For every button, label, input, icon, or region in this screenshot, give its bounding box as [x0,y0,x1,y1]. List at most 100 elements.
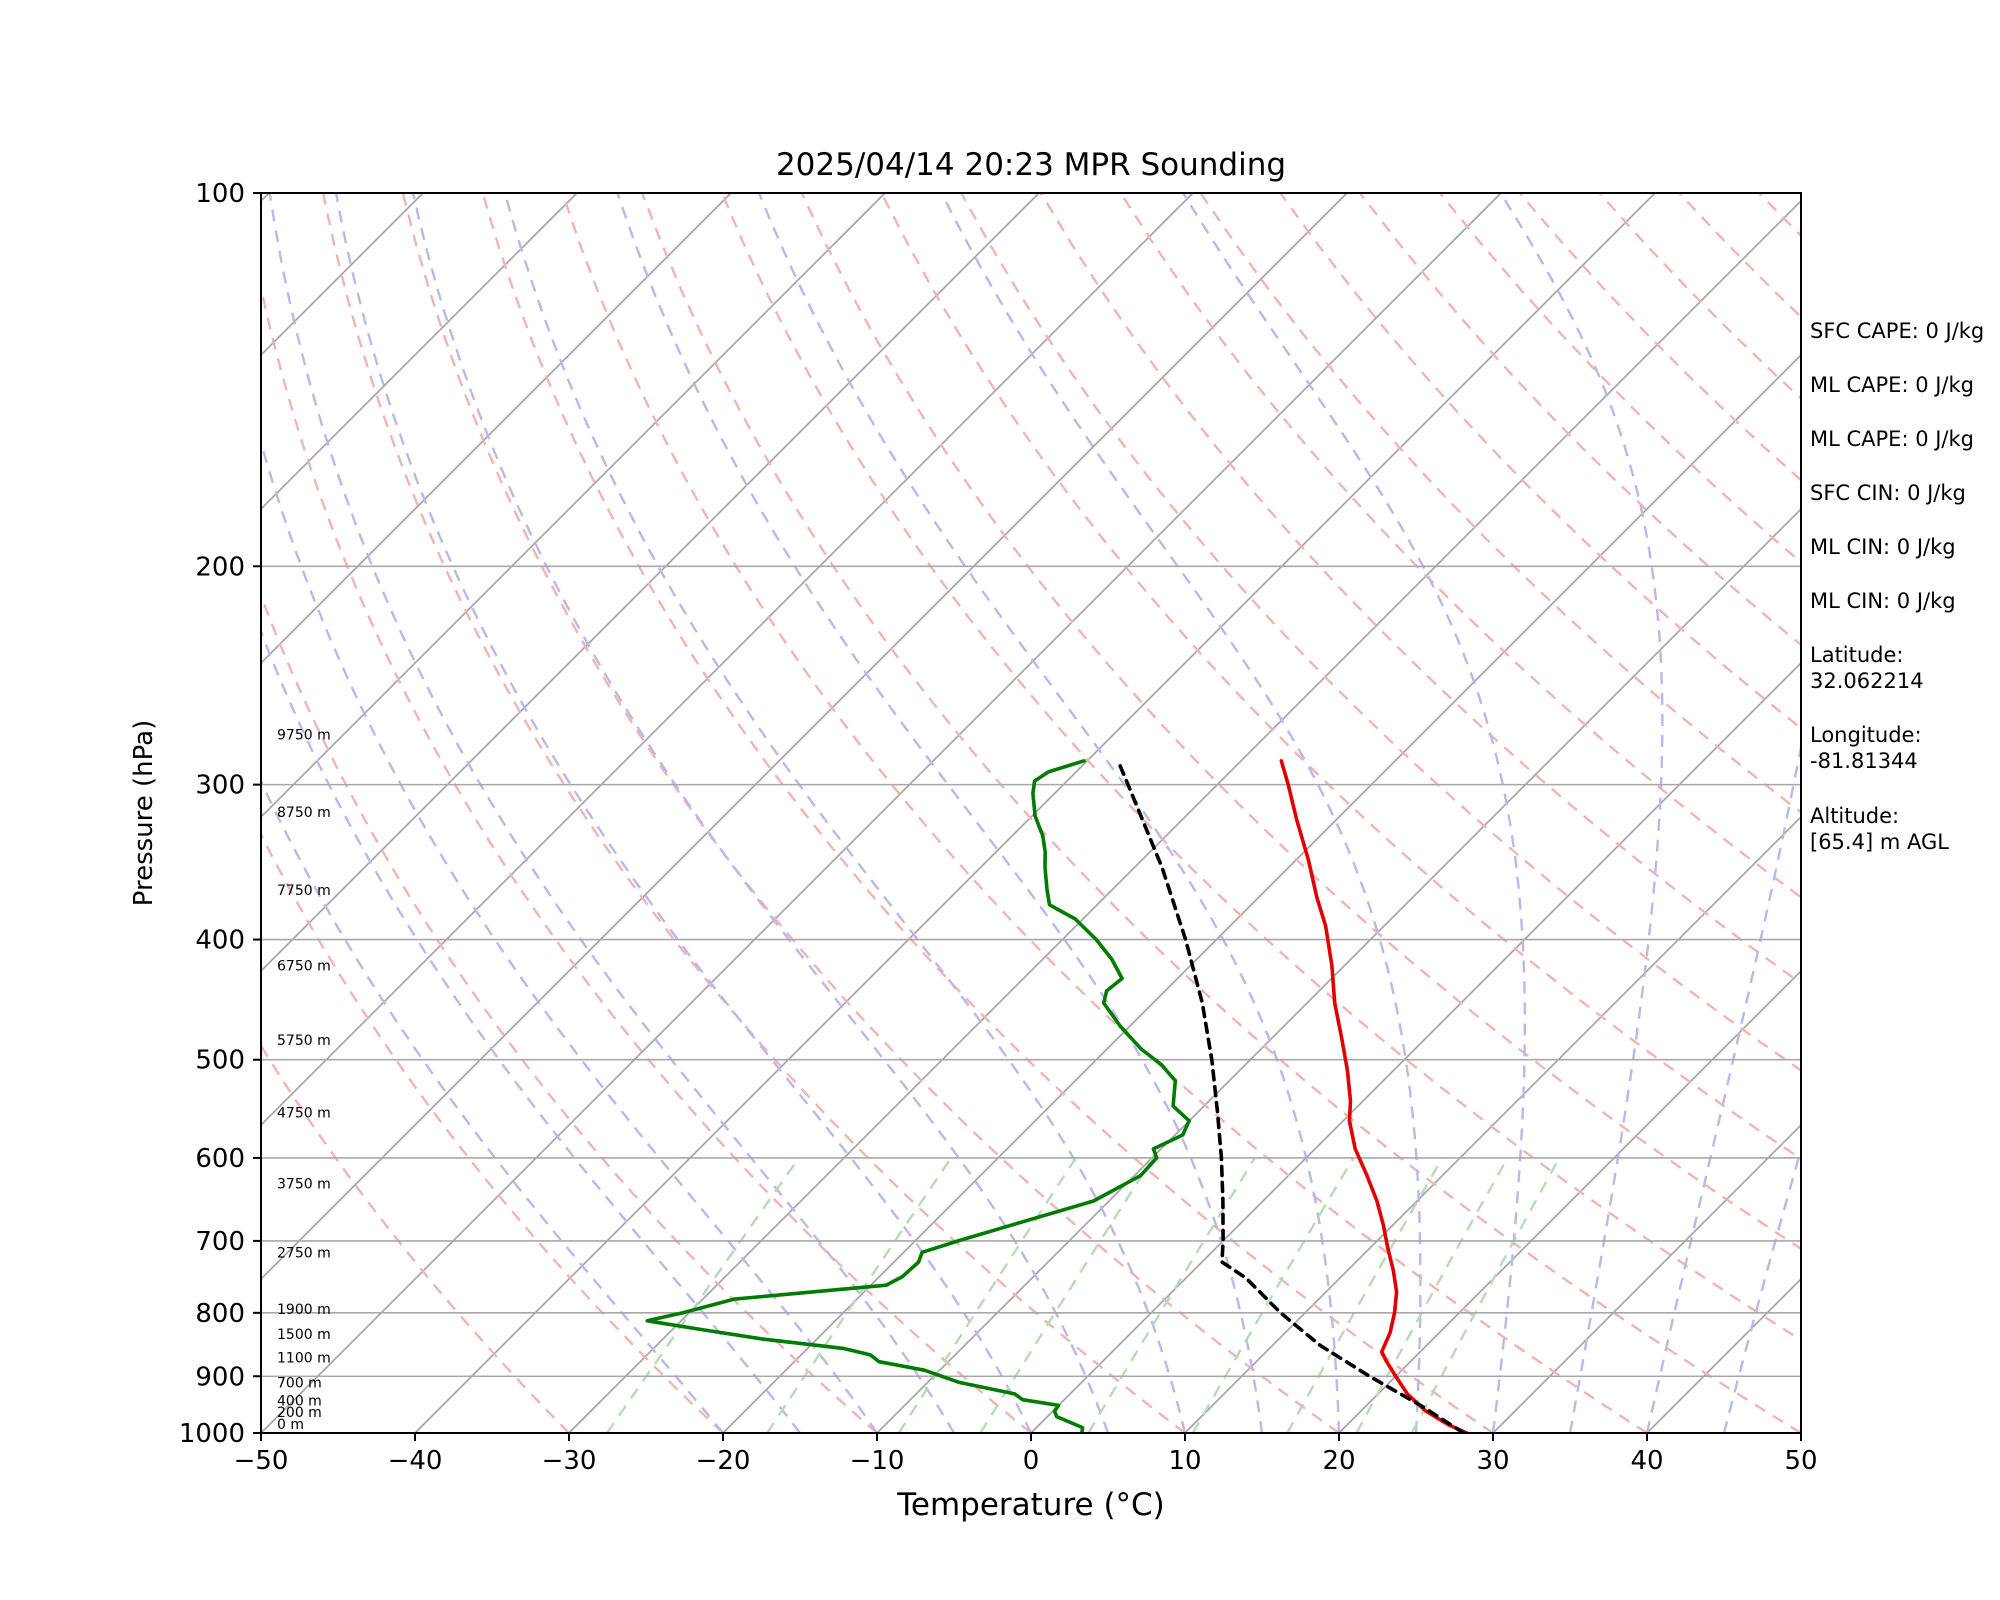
moist-adiabat [268,193,956,1433]
height-label: 8750 m [277,805,331,821]
isotherm-line [261,193,886,819]
dry-adiabat [321,193,1186,1433]
y-tick-label: 500 [195,1046,245,1076]
dry-adiabat [720,193,1801,1342]
dry-adiabat [800,193,1801,1251]
height-label: 200 m [277,1405,322,1421]
height-label: 1500 m [277,1327,331,1343]
isotherm-line [261,193,1502,1433]
height-label: 700 m [277,1376,322,1392]
x-tick-label: −50 [234,1446,289,1476]
isotherm-line [568,199,1801,1433]
mixing-ratio-line [897,1157,1077,1433]
moist-adiabat [411,193,1110,1433]
height-label: 7750 m [277,883,331,899]
moist-adiabat [261,628,801,1433]
mixing-ratio-line [766,1157,953,1433]
height-label: 4750 m [277,1106,331,1122]
moist-adiabat [503,193,1187,1433]
dry-adiabat [261,831,724,1433]
y-tick-label: 800 [195,1299,245,1329]
height-label: 3750 m [277,1177,331,1193]
isotherm-line [1492,1123,1801,1433]
x-tick-label: −30 [542,1446,597,1476]
mixing-ratio-line [1410,1157,1561,1433]
dry-adiabat [261,592,878,1433]
x-tick-label: 50 [1784,1446,1817,1476]
y-tick-label: 400 [195,926,245,956]
y-tick-label: 600 [195,1144,245,1174]
mixing-ratio-line [606,1157,800,1433]
x-axis-label: Temperature (°C) [896,1487,1165,1523]
height-label: 400 m [277,1393,322,1409]
height-label: 0 m [277,1417,304,1433]
mixing-ratio-line [979,1157,1154,1433]
y-tick-label: 900 [195,1362,245,1392]
isotherm-line [0,193,115,1433]
moist-adiabat [1722,1145,1801,1433]
isotherm-line [261,193,732,665]
isotherm-line [261,193,1040,973]
moist-adiabat [1182,193,1526,1433]
y-tick-label: 1000 [179,1419,245,1449]
stat-sfc-cape: SFC CAPE: 0 J/kg [1810,319,1985,343]
height-label: 6750 m [277,959,331,975]
temperature-trace [1279,759,1469,1433]
y-tick-label: 200 [195,552,245,582]
stat-ml-cin-2: ML CIN: 0 J/kg [1810,589,1956,613]
plot-frame [260,192,1802,1434]
stat-longitude: Longitude: -81.81344 [1810,723,1922,773]
isotherm-line [1184,815,1801,1433]
height-label: 2750 m [277,1245,331,1261]
chart-title: 2025/04/14 20:23 MPR Sounding [776,147,1286,183]
moist-adiabat [616,193,1264,1433]
moist-adiabat [940,193,1422,1433]
stat-sfc-cin: SFC CIN: 0 J/kg [1810,481,1966,505]
height-label: 5750 m [277,1033,331,1049]
isotherm-line [722,353,1801,1433]
dry-adiabat [261,282,1032,1433]
dry-adiabat [481,193,1494,1433]
stat-ml-cin: ML CIN: 0 J/kg [1810,535,1956,559]
isotherm-line [876,507,1801,1433]
x-tick-label: −40 [388,1446,443,1476]
dry-adiabat [401,193,1340,1433]
parcel-trace [1116,759,1466,1433]
isotherm-line [261,193,1194,1127]
isotherm-line [261,193,578,511]
moist-adiabat [1645,740,1801,1433]
height-label: 9750 m [277,728,331,744]
dry-adiabat [640,193,1801,1433]
isotherm-line [261,193,1348,1281]
mixing-ratio-line [1191,1157,1355,1433]
axis-ticks: −50 −40 −30 −20 −10 0 10 20 30 40 50 100 200 300 400 50… [179,179,1818,1476]
isotherm-line [1338,969,1801,1433]
height-label: 1900 m [277,1302,331,1318]
y-tick-label: 300 [195,771,245,801]
height-label: 1100 m [277,1351,331,1367]
dry-adiabat [561,193,1648,1433]
moist-adiabat [261,778,724,1433]
y-tick-label: 700 [195,1227,245,1257]
stat-latitude: Latitude: 32.062214 [1810,643,1924,693]
isotherm-line [1030,661,1801,1433]
x-tick-label: 20 [1322,1446,1355,1476]
moist-adiabat [1499,193,1664,1433]
moist-adiabat [757,193,1341,1433]
x-tick-label: 30 [1476,1446,1509,1476]
stat-ml-cape: ML CAPE: 0 J/kg [1810,373,1975,397]
x-tick-label: 10 [1168,1446,1201,1476]
y-axis-label: Pressure (hPa) [129,720,159,907]
sounding-traces [645,759,1469,1433]
stat-ml-cape-2: ML CAPE: 0 J/kg [1810,427,1975,451]
x-tick-label: −10 [850,1446,905,1476]
dewpoint-trace [645,759,1191,1433]
mixing-ratio-line [1087,1157,1256,1433]
pressure-gridlines [261,565,1801,1378]
x-tick-label: 0 [1023,1446,1040,1476]
stat-altitude: Altitude: [65.4] m AGL [1810,804,1949,854]
x-tick-label: 40 [1630,1446,1663,1476]
x-tick-label: −20 [696,1446,751,1476]
